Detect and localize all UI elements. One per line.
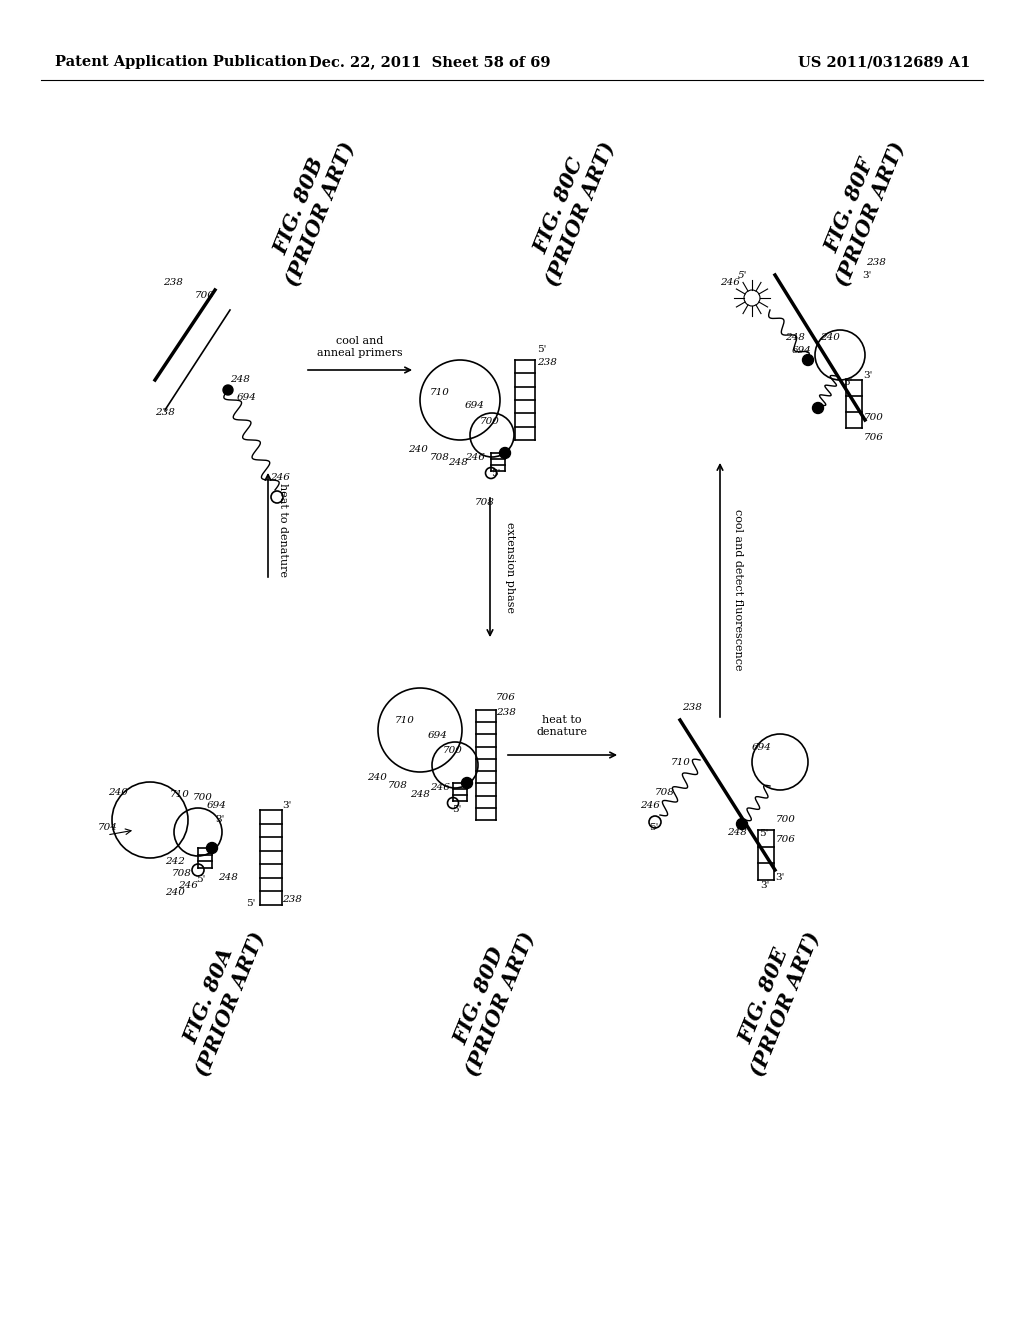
Text: FIG. 80D
(PRIOR ART): FIG. 80D (PRIOR ART) <box>441 920 539 1080</box>
Text: 240: 240 <box>108 788 128 797</box>
Circle shape <box>223 385 233 395</box>
Text: 708: 708 <box>430 453 450 462</box>
Text: 706: 706 <box>496 693 516 702</box>
Text: 5': 5' <box>738 271 748 280</box>
Text: 694: 694 <box>428 731 447 741</box>
Text: Dec. 22, 2011  Sheet 58 of 69: Dec. 22, 2011 Sheet 58 of 69 <box>309 55 551 69</box>
Text: 3': 3' <box>282 801 292 810</box>
Text: 238: 238 <box>866 257 886 267</box>
Text: 694: 694 <box>465 401 485 411</box>
Text: 5': 5' <box>452 805 462 814</box>
Text: 5': 5' <box>490 469 501 478</box>
Text: 246: 246 <box>270 473 290 482</box>
Circle shape <box>736 818 748 829</box>
Text: 248: 248 <box>449 458 468 467</box>
Text: 700: 700 <box>193 793 213 803</box>
Text: 248: 248 <box>218 873 238 882</box>
Text: 708: 708 <box>388 781 408 789</box>
Text: 246: 246 <box>178 880 198 890</box>
Text: Patent Application Publication: Patent Application Publication <box>55 55 307 69</box>
Text: 700: 700 <box>195 290 215 300</box>
Text: 710: 710 <box>671 758 691 767</box>
Circle shape <box>500 447 511 458</box>
Text: 240: 240 <box>408 445 428 454</box>
Text: 238: 238 <box>537 358 557 367</box>
Text: 238: 238 <box>163 279 183 286</box>
Text: 700: 700 <box>776 814 796 824</box>
Text: 3': 3' <box>862 271 871 280</box>
Circle shape <box>812 403 823 413</box>
Text: 248: 248 <box>727 828 746 837</box>
Text: 694: 694 <box>752 743 772 752</box>
Text: 240: 240 <box>820 333 840 342</box>
Text: 706: 706 <box>776 836 796 843</box>
Text: 708: 708 <box>655 788 675 797</box>
Text: 700: 700 <box>480 417 500 426</box>
Text: 5': 5' <box>537 345 547 354</box>
Text: FIG. 80F
(PRIOR ART): FIG. 80F (PRIOR ART) <box>811 131 909 289</box>
Text: 708: 708 <box>172 869 191 878</box>
Text: 3': 3' <box>863 371 872 380</box>
Text: 694: 694 <box>237 393 257 403</box>
Text: 3': 3' <box>760 880 769 890</box>
Text: 246: 246 <box>465 453 485 462</box>
Text: 694: 694 <box>792 346 812 355</box>
Text: 5': 5' <box>196 875 206 884</box>
Text: 248: 248 <box>230 375 250 384</box>
Text: 248: 248 <box>785 333 805 342</box>
Text: 238: 238 <box>282 895 302 904</box>
Text: 5': 5' <box>246 899 255 908</box>
Text: FIG. 80C
(PRIOR ART): FIG. 80C (PRIOR ART) <box>521 131 618 289</box>
Text: FIG. 80A
(PRIOR ART): FIG. 80A (PRIOR ART) <box>171 920 269 1080</box>
Text: 704: 704 <box>98 822 118 832</box>
Text: 700: 700 <box>864 413 884 422</box>
Text: 240: 240 <box>165 888 185 898</box>
Text: heat to
denature: heat to denature <box>537 715 588 737</box>
Circle shape <box>803 355 813 366</box>
Text: 242: 242 <box>165 857 185 866</box>
Text: 708: 708 <box>475 498 495 507</box>
Text: US 2011/0312689 A1: US 2011/0312689 A1 <box>798 55 970 69</box>
Text: extension phase: extension phase <box>505 523 515 614</box>
Text: 246: 246 <box>430 783 450 792</box>
Circle shape <box>207 842 217 854</box>
Text: 238: 238 <box>155 408 175 417</box>
Text: 710: 710 <box>430 388 450 397</box>
Text: 3': 3' <box>215 814 224 824</box>
Text: cool and detect fluorescence: cool and detect fluorescence <box>733 510 743 671</box>
Text: 240: 240 <box>367 774 387 781</box>
Text: 5': 5' <box>649 822 658 832</box>
Text: 706: 706 <box>864 433 884 442</box>
Text: 710: 710 <box>170 789 189 799</box>
Text: 246: 246 <box>640 801 659 810</box>
Circle shape <box>462 777 472 788</box>
Text: 700: 700 <box>443 746 463 755</box>
Text: 710: 710 <box>395 715 415 725</box>
Text: 5': 5' <box>759 829 768 838</box>
Text: 238: 238 <box>682 704 701 711</box>
Text: 248: 248 <box>410 789 430 799</box>
Text: FIG. 80E
(PRIOR ART): FIG. 80E (PRIOR ART) <box>726 920 824 1080</box>
Text: 3': 3' <box>775 873 784 882</box>
Text: FIG. 80B
(PRIOR ART): FIG. 80B (PRIOR ART) <box>261 131 358 289</box>
Text: 694: 694 <box>207 801 227 810</box>
Text: 246: 246 <box>720 279 740 286</box>
Text: heat to denature: heat to denature <box>278 483 288 577</box>
Text: 238: 238 <box>496 708 516 717</box>
Text: 5': 5' <box>843 378 852 387</box>
Text: cool and
anneal primers: cool and anneal primers <box>317 337 402 358</box>
